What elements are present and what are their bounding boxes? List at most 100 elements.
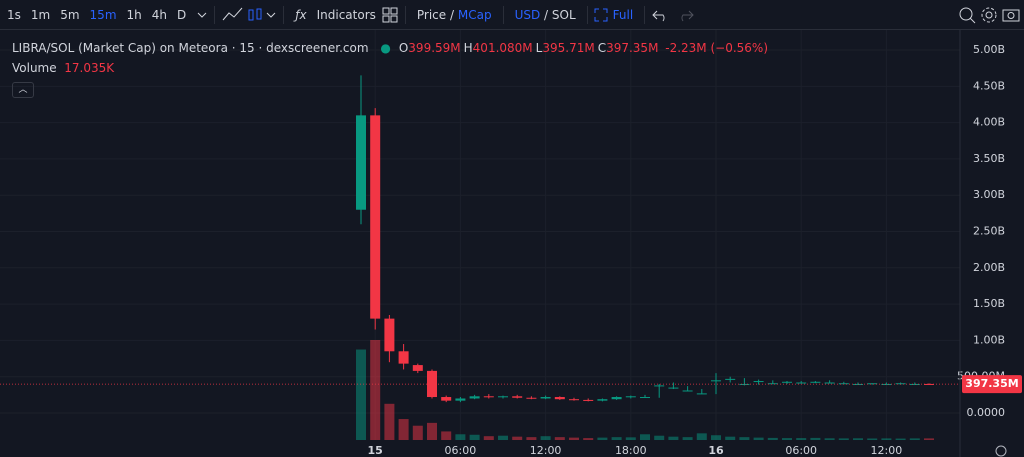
interval-button[interactable]: 1s bbox=[7, 7, 21, 22]
currency-toggle[interactable]: USD / SOL bbox=[515, 8, 576, 22]
y-tick-label: 4.00B bbox=[973, 116, 1005, 129]
volume-bar bbox=[370, 340, 381, 440]
ohlc-value: 395.71M bbox=[542, 41, 595, 55]
legend-main: LIBRA/SOL (Market Cap) on Meteora · 15 ·… bbox=[12, 38, 768, 58]
fx-icon[interactable]: ƒx bbox=[295, 7, 307, 22]
candle-body bbox=[370, 115, 381, 319]
volume-bar bbox=[739, 437, 750, 440]
volume-bar bbox=[597, 437, 608, 440]
line-icon[interactable] bbox=[221, 6, 245, 24]
volume-bar bbox=[554, 437, 565, 440]
y-tick-label: 3.00B bbox=[973, 188, 1005, 201]
volume-bar bbox=[569, 437, 579, 440]
candle-body bbox=[526, 397, 537, 399]
volume-bar bbox=[398, 419, 409, 440]
interval-button[interactable]: 15m bbox=[89, 7, 117, 22]
candle-body bbox=[753, 381, 764, 383]
dropdown-icon[interactable] bbox=[265, 9, 277, 21]
x-tick-label: 12:00 bbox=[871, 444, 903, 457]
volume-bar bbox=[356, 349, 366, 440]
interval-button[interactable]: 5m bbox=[60, 7, 80, 22]
volume-bar bbox=[611, 437, 622, 440]
candle-body bbox=[469, 396, 480, 399]
x-tick-label: 06:00 bbox=[785, 444, 817, 457]
candle-body bbox=[867, 383, 878, 385]
volume-bar bbox=[498, 435, 508, 440]
x-tick-label: 18:00 bbox=[615, 444, 647, 457]
candle-body bbox=[810, 381, 821, 383]
interval-button[interactable]: 4h bbox=[151, 7, 168, 22]
candle-body bbox=[654, 385, 665, 387]
volume-bar bbox=[441, 431, 452, 440]
full-button[interactable]: Full bbox=[612, 7, 634, 22]
dropdown-icon[interactable] bbox=[196, 9, 208, 21]
toolbar: 1s 1m 5m 15m 1h 4h D ƒx Indicators Price / MCa… bbox=[0, 0, 1024, 30]
volume-bar bbox=[895, 438, 906, 440]
price: Price bbox=[416, 7, 447, 22]
undo-icon[interactable] bbox=[651, 7, 673, 23]
volume-bar bbox=[909, 438, 920, 440]
volume-bar bbox=[853, 438, 863, 440]
candle-body bbox=[398, 351, 409, 364]
volume-bar bbox=[725, 436, 736, 440]
ohlc-value: 399.59M bbox=[408, 41, 461, 55]
fullscreen-icon[interactable] bbox=[594, 8, 608, 22]
candle-body bbox=[384, 318, 395, 352]
volume-bar bbox=[767, 437, 778, 440]
x-tick-label: 15 bbox=[368, 444, 383, 457]
redo-icon[interactable] bbox=[673, 7, 695, 23]
volume-bar bbox=[583, 438, 594, 440]
candle-body bbox=[483, 396, 494, 398]
volume-bar bbox=[668, 436, 679, 440]
ohlc-key: H bbox=[463, 41, 473, 55]
candle-body bbox=[569, 399, 579, 401]
x-tick-label: 16 bbox=[708, 444, 724, 457]
snapshot-icon[interactable] bbox=[1000, 6, 1024, 24]
candle-body bbox=[796, 382, 807, 384]
volume-bar bbox=[512, 436, 523, 440]
volume-value: 17.035K bbox=[64, 61, 115, 75]
settings-icon[interactable] bbox=[995, 445, 1007, 457]
x-tick-label: 12:00 bbox=[530, 444, 562, 457]
separator: / bbox=[544, 7, 549, 22]
candle-body bbox=[540, 397, 551, 399]
volume-bar bbox=[753, 437, 764, 440]
search-icon[interactable] bbox=[958, 6, 978, 24]
interval-button[interactable]: 1m bbox=[30, 7, 51, 22]
legend-title: LIBRA/SOL (Market Cap) on Meteora · 15 ·… bbox=[12, 41, 369, 55]
volume-bar bbox=[682, 437, 693, 440]
volume-label: Volume bbox=[12, 61, 57, 75]
collapse-button[interactable]: ︿ bbox=[12, 78, 768, 98]
candle-body bbox=[356, 115, 366, 210]
templates-icon[interactable] bbox=[381, 6, 399, 24]
volume-bar bbox=[867, 438, 878, 440]
y-tick-label: 0.0000 bbox=[967, 406, 1006, 419]
volume-bar bbox=[455, 434, 466, 440]
candle-body bbox=[512, 396, 523, 398]
candle-body bbox=[782, 381, 792, 383]
volume-bar bbox=[782, 438, 792, 440]
indicators-button[interactable]: Indicators bbox=[316, 7, 376, 22]
price-mcap-toggle[interactable]: Price / MCap bbox=[417, 8, 492, 22]
volume-bar bbox=[540, 436, 551, 440]
interval-button[interactable]: D bbox=[177, 7, 187, 22]
interval-button[interactable]: 1h bbox=[126, 7, 142, 22]
y-tick-label: 2.50B bbox=[973, 225, 1005, 238]
candle-body bbox=[668, 387, 679, 389]
y-tick-label: 4.50B bbox=[973, 79, 1005, 92]
candle-icon[interactable] bbox=[245, 6, 265, 24]
y-tick-label: 2.00B bbox=[973, 261, 1005, 274]
settings-icon[interactable] bbox=[978, 6, 1000, 24]
volume-bar bbox=[526, 437, 537, 440]
ohlc-key: C bbox=[597, 41, 607, 55]
mcap: MCap bbox=[457, 7, 492, 22]
volume-bar bbox=[696, 433, 707, 440]
ohlc-value: 401.080M bbox=[472, 41, 533, 55]
volume-bar bbox=[483, 436, 494, 440]
y-tick-label: 5.00B bbox=[973, 43, 1005, 56]
status-dot: ● bbox=[380, 41, 391, 55]
y-tick-label: 3.50B bbox=[973, 152, 1005, 165]
volume-bar bbox=[469, 434, 480, 440]
candle-body bbox=[412, 365, 423, 371]
volume-bar bbox=[810, 437, 821, 440]
